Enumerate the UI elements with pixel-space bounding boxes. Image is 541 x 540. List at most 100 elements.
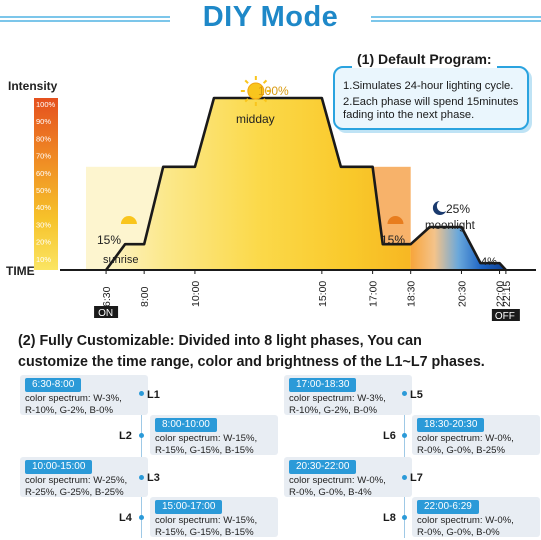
phase-time: 22:00-6:29	[417, 500, 479, 514]
sun-ray	[244, 79, 249, 84]
phase-time: 6:30-8:00	[25, 378, 82, 392]
timeline-dot	[139, 515, 144, 520]
phase-spec-1: color spectrum: W-3%,	[25, 393, 122, 404]
phase-label-l7: L7	[410, 472, 423, 484]
phase-spec-1: color spectrum: W-15%,	[155, 515, 258, 526]
phase-card-l4[interactable]: 15:00-17:00 color spectrum: W-15%, R-15%…	[150, 497, 278, 538]
on-badge	[94, 306, 119, 318]
phase-card-l1[interactable]: 6:30-8:00 color spectrum: W-3%, R-10%, G…	[20, 375, 148, 416]
x-tick-label: 18:30	[406, 281, 418, 307]
y-tick-label: 20%	[36, 238, 51, 247]
intensity-scale-bar	[34, 98, 58, 270]
annotation-moonlight-value: 25%	[446, 202, 470, 216]
phase-time: 10:00-15:00	[25, 460, 93, 474]
y-tick-label: 100%	[36, 100, 56, 109]
customizable-line-2: customize the time range, color and brig…	[18, 354, 485, 370]
phase-spec-2: R-0%, G-0%, B-25%	[417, 445, 505, 456]
phase-spec-1: color spectrum: W-15%,	[155, 433, 258, 444]
phase-spec-2: R-0%, G-0%, B-0%	[417, 527, 500, 538]
annotation-midday-value: 100%	[258, 84, 289, 98]
phase-spec-1: color spectrum: W-0%,	[417, 433, 514, 444]
phase-card-l5[interactable]: 17:00-18:30 color spectrum: W-3%, R-10%,…	[284, 375, 412, 416]
x-tick-label: 8:00	[139, 286, 151, 307]
sun-ray	[262, 79, 268, 84]
phase-label-l3: L3	[147, 472, 160, 484]
phase-time: 18:30-20:30	[417, 418, 485, 432]
phase-card-l3[interactable]: 10:00-15:00 color spectrum: W-25%, R-25%…	[20, 457, 148, 498]
y-tick-label: 90%	[36, 117, 51, 126]
phase-spec-1: color spectrum: W-0%,	[289, 475, 386, 486]
y-axis-label: Intensity	[8, 79, 58, 93]
x-tick-label: 22:15	[501, 281, 513, 307]
phase-label-l4: L4	[119, 512, 132, 524]
x-tick-label: 6:30	[101, 286, 113, 307]
phase-spec-2: R-10%, G-2%, B-0%	[289, 405, 377, 416]
series-area-night	[410, 227, 506, 270]
phase-card-l2[interactable]: 8:00-10:00 color spectrum: W-15%, R-15%,…	[150, 415, 278, 456]
intensity-chart: 100% 90% 80% 70% 60% 50% 40% 30% 20% 10% Intensity…	[6, 76, 536, 322]
timeline-dot	[139, 433, 144, 438]
moon-icon-cutout	[436, 200, 449, 212]
default-program-line-1: 1.Simulates 24-hour lighting cycle.	[343, 80, 514, 92]
phase-time: 20:30-22:00	[289, 460, 357, 474]
default-program-line-2: 2.Each phase will spend 15minutes fading…	[343, 96, 519, 121]
phase-card-l7[interactable]: 20:30-22:00 color spectrum: W-0%, R-0%, …	[284, 457, 412, 498]
y-tick-label: 50%	[36, 186, 51, 195]
phase-time: 8:00-10:00	[155, 418, 217, 432]
off-badge	[491, 309, 520, 321]
page-title: DIY Mode	[202, 1, 339, 33]
off-badge-label: OFF	[495, 311, 515, 322]
sunset-icon	[387, 216, 404, 224]
x-tick-label: 10:00	[190, 281, 202, 307]
timeline-dot	[139, 475, 144, 480]
annotation-night-value: 4%	[481, 256, 497, 268]
timeline-dot	[402, 515, 407, 520]
phase-label-l8: L8	[383, 512, 396, 524]
title-decoration-right	[371, 16, 541, 24]
phase-label-l2: L2	[119, 430, 132, 442]
phase-spec-2: R-25%, G-25%, B-25%	[25, 487, 124, 498]
phase-label-l5: L5	[410, 389, 423, 401]
x-axis-label: TIME	[6, 264, 35, 278]
default-program-box: 1.Simulates 24-hour lighting cycle. 2.Ea…	[333, 66, 529, 130]
timeline-dot	[402, 475, 407, 480]
phase-card-l6[interactable]: 18:30-20:30 color spectrum: W-0%, R-0%, …	[412, 415, 540, 456]
phase-spec-1: color spectrum: W-0%,	[417, 515, 514, 526]
x-tick-label: 17:00	[368, 281, 380, 307]
customizable-line-1: (2) Fully Customizable: Divided into 8 l…	[18, 333, 422, 349]
timeline-dot	[139, 391, 144, 396]
phase-spec-2: R-15%, G-15%, B-15%	[155, 445, 254, 456]
annotation-midday-label: midday	[236, 112, 275, 126]
x-tick-label: 22:00	[495, 281, 507, 307]
annotation-sunset-value: 15%	[381, 233, 405, 247]
phase-spec-2: R-0%, G-0%, B-4%	[289, 487, 372, 498]
phase-spec-2: R-10%, G-2%, B-0%	[25, 405, 113, 416]
on-badge-label: ON	[98, 308, 113, 319]
default-program-heading: (1) Default Program:	[352, 50, 497, 68]
phase-spec-1: color spectrum: W-25%,	[25, 475, 128, 486]
x-tick-label: 15:00	[317, 281, 329, 307]
annotation-sunrise-value: 15%	[97, 233, 121, 247]
phase-time: 17:00-18:30	[289, 378, 357, 392]
sun-ray	[244, 98, 249, 103]
y-tick-label: 30%	[36, 220, 51, 229]
annotation-moonlight-label: moonlight	[425, 220, 476, 232]
y-tick-label: 10%	[36, 255, 51, 264]
phase-spec-1: color spectrum: W-3%,	[289, 393, 386, 404]
sunrise-icon	[120, 216, 137, 224]
y-tick-label: 40%	[36, 203, 51, 212]
y-tick-label: 80%	[36, 134, 51, 143]
phase-time: 15:00-17:00	[155, 500, 223, 514]
sun-ray	[262, 98, 268, 103]
series-line	[105, 96, 507, 271]
timeline-dot	[402, 391, 407, 396]
phase-label-l1: L1	[147, 389, 160, 401]
y-tick-label: 70%	[36, 152, 51, 161]
customizable-heading: (2) Fully Customizable: Divided into 8 l…	[18, 331, 538, 373]
timeline-dot	[402, 433, 407, 438]
series-area-day	[106, 98, 411, 270]
title-decoration-left	[0, 16, 170, 24]
phase-card-l8[interactable]: 22:00-6:29 color spectrum: W-0%, R-0%, G…	[412, 497, 540, 538]
phase-spec-2: R-15%, G-15%, B-15%	[155, 527, 254, 538]
x-tick-label: 20:30	[456, 281, 468, 307]
